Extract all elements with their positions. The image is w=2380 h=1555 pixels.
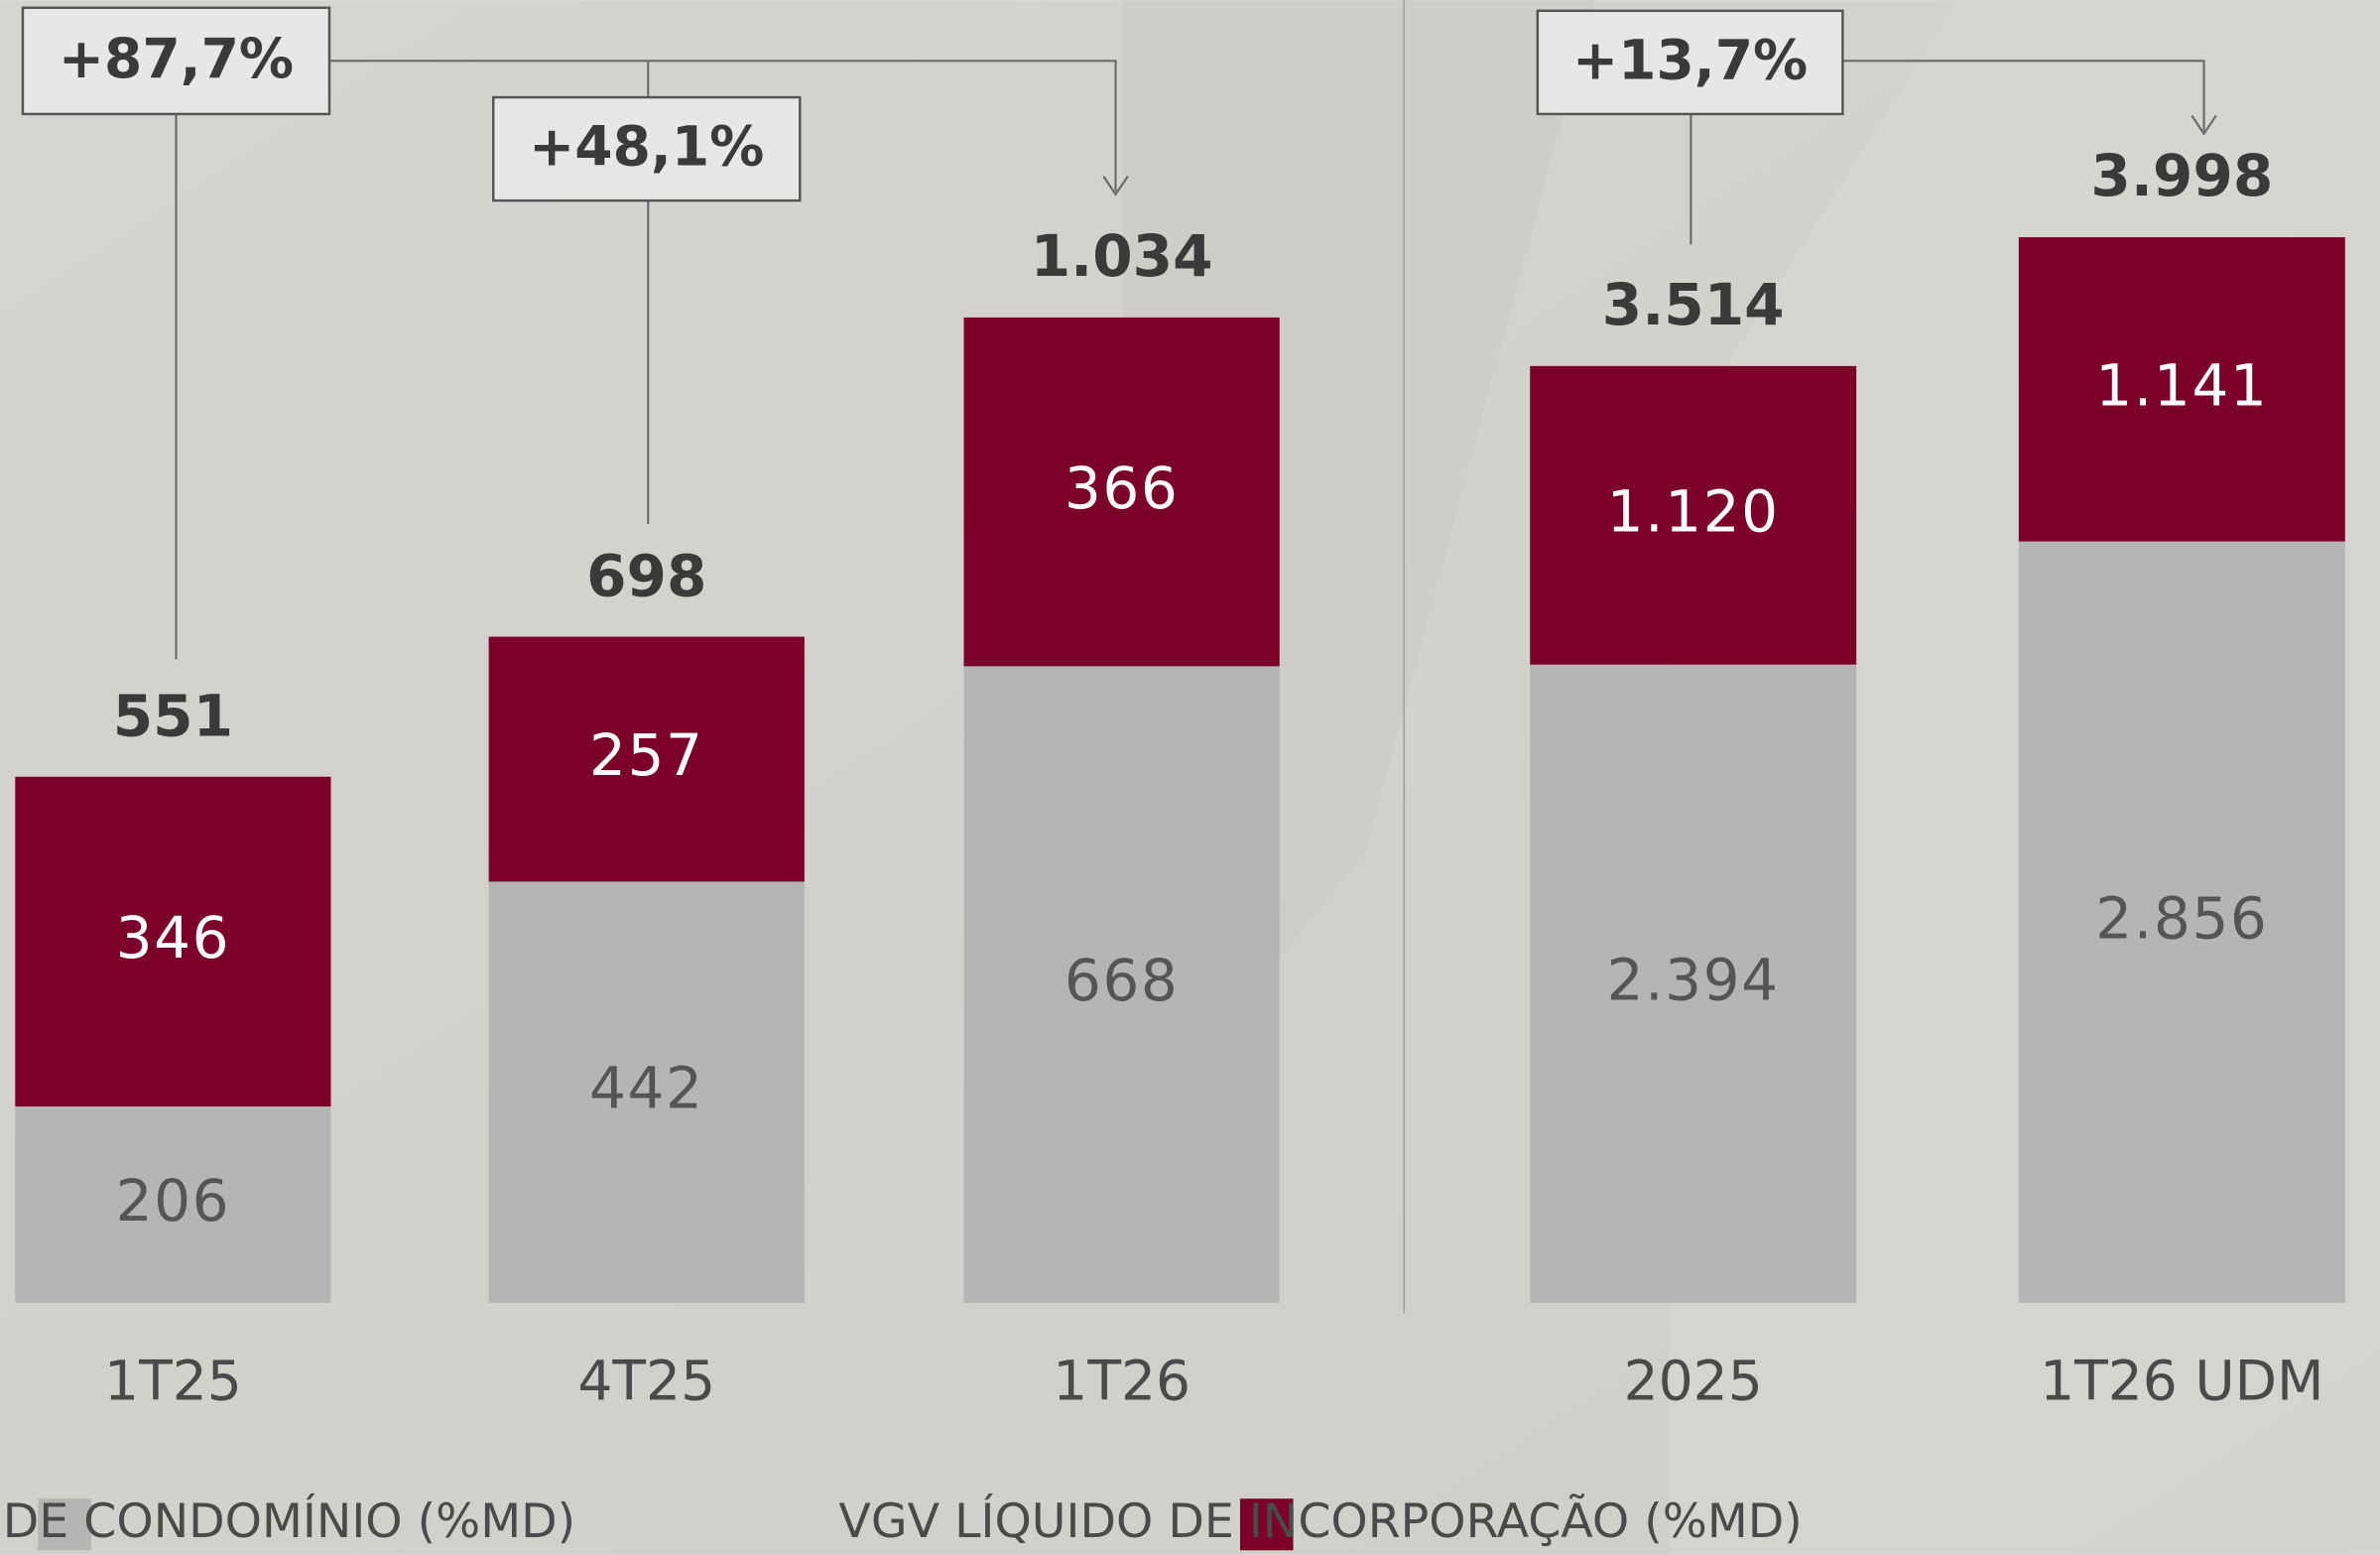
value-label: 2.856 bbox=[2095, 884, 2268, 952]
arrow-head bbox=[1102, 176, 1129, 196]
bar-segment bbox=[2018, 237, 2345, 542]
bar-segment bbox=[15, 776, 331, 1107]
bar-segment bbox=[1530, 664, 1857, 1303]
value-label: 442 bbox=[589, 1055, 704, 1122]
value-label: 257 bbox=[589, 721, 704, 789]
annotation: +48,1% bbox=[529, 115, 764, 179]
value-label: 668 bbox=[1065, 947, 1180, 1014]
value-label: 366 bbox=[1065, 454, 1180, 522]
annotation-box bbox=[21, 6, 331, 116]
total-label: 551 bbox=[113, 683, 233, 750]
bar-segment bbox=[963, 666, 1280, 1303]
value-label: 2.394 bbox=[1607, 946, 1780, 1013]
total-label: 698 bbox=[586, 543, 706, 610]
total-label: 3.514 bbox=[1602, 271, 1785, 338]
value-label: 206 bbox=[116, 1167, 231, 1234]
annotation-box bbox=[492, 95, 802, 202]
x-tick-label: 2025 bbox=[1624, 1350, 1763, 1413]
connector bbox=[1842, 60, 2205, 131]
annotation: +13,7% bbox=[1572, 29, 1808, 92]
x-tick-label: 1T25 bbox=[104, 1350, 242, 1413]
connector bbox=[329, 60, 1117, 192]
value-label: 1.120 bbox=[1607, 477, 1780, 545]
annotation: +87,7% bbox=[59, 27, 294, 90]
total-label: 3.998 bbox=[2090, 142, 2273, 209]
x-tick-label: 1T26 UDM bbox=[2040, 1350, 2323, 1413]
x-tick-label: 1T26 bbox=[1053, 1350, 1190, 1413]
legend-swatch bbox=[38, 1498, 91, 1551]
total-label: 1.034 bbox=[1031, 222, 1213, 290]
bar-segment bbox=[2018, 541, 2345, 1303]
value-label: 1.141 bbox=[2095, 351, 2268, 419]
bar-segment bbox=[963, 317, 1280, 667]
x-tick-label: 4T25 bbox=[577, 1350, 715, 1413]
legend-label: VGV LÍQUIDO DE CONDOMÍNIO (%MD) bbox=[0, 1492, 575, 1549]
bar-segment bbox=[488, 636, 805, 882]
bar-segment bbox=[15, 1106, 331, 1303]
value-label: 346 bbox=[116, 904, 231, 972]
bar-segment bbox=[1530, 365, 1857, 665]
arrow-head bbox=[2191, 114, 2217, 136]
legend-swatch bbox=[1239, 1498, 1294, 1551]
annotation-box bbox=[1536, 9, 1844, 116]
bar-segment bbox=[488, 881, 805, 1303]
legend-label: VGV LÍQUIDO DE INCORPORAÇÃO (%MD) bbox=[838, 1492, 1802, 1549]
